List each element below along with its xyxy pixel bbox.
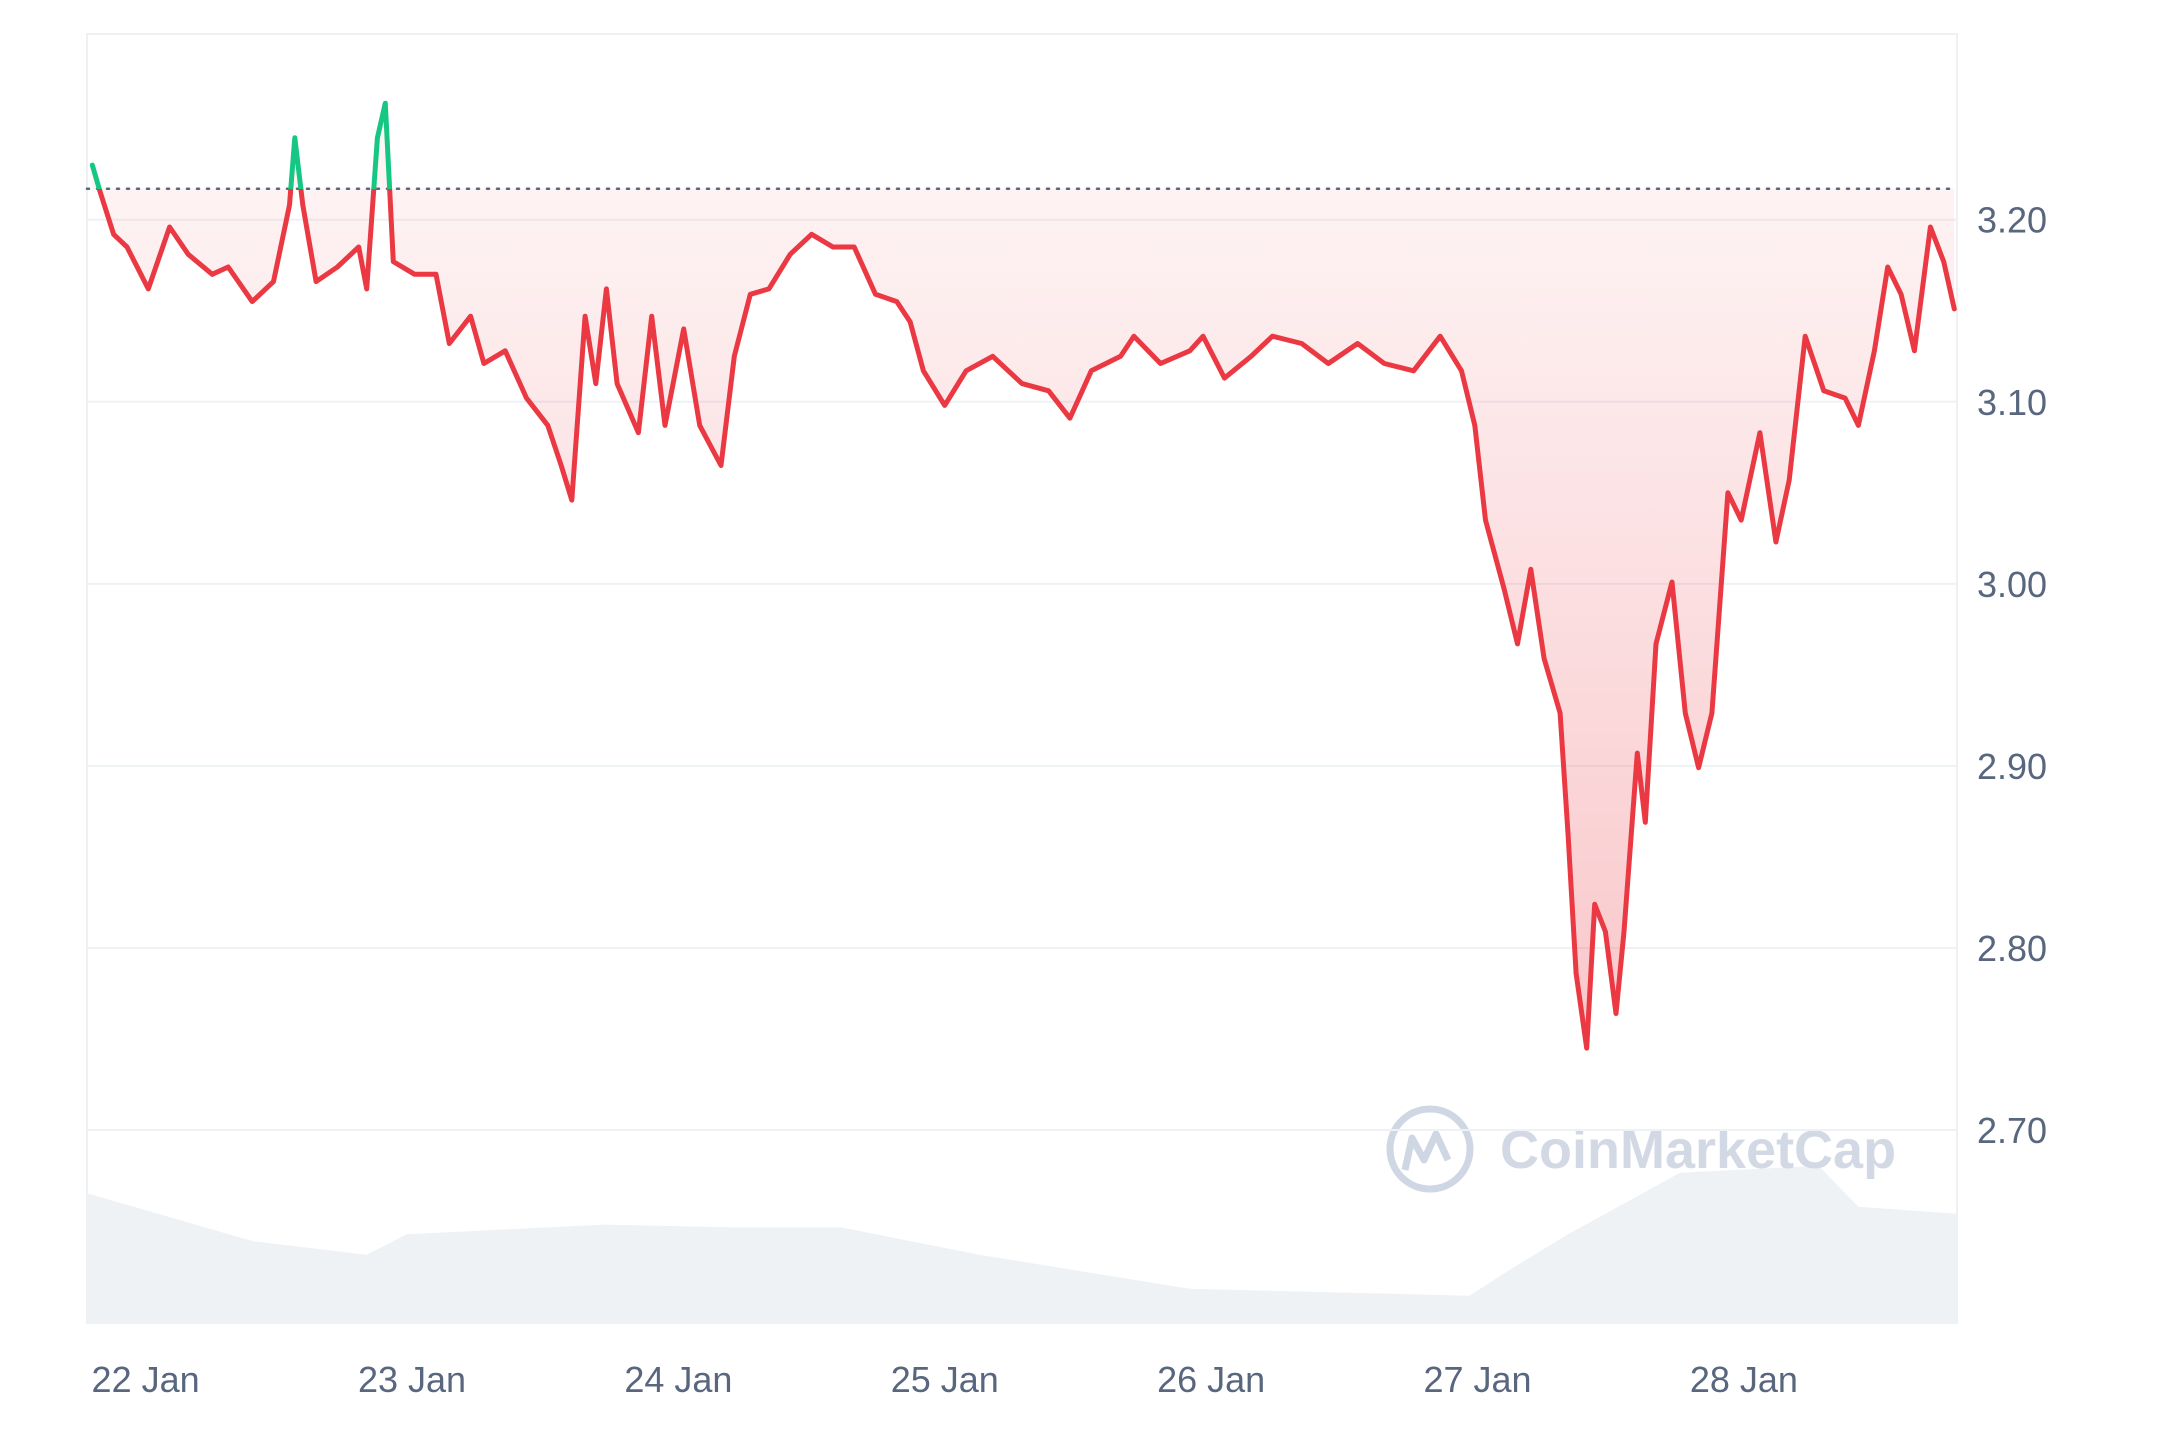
x-tick-label: 27 Jan [1423,1359,1531,1400]
x-tick-label: 26 Jan [1157,1359,1265,1400]
x-tick-label: 25 Jan [891,1359,999,1400]
x-tick-label: 23 Jan [358,1359,466,1400]
y-tick-label: 3.20 [1977,200,2047,241]
x-tick-label: 28 Jan [1690,1359,1798,1400]
y-tick-label: 2.70 [1977,1110,2047,1151]
watermark-logo [1386,1105,1474,1193]
price-line [89,100,1957,1051]
volume-area [87,1165,1957,1323]
y-tick-label: 2.80 [1977,928,2047,969]
y-tick-label: 2.90 [1977,746,2047,787]
x-tick-label: 24 Jan [624,1359,732,1400]
y-tick-label: 3.10 [1977,382,2047,423]
x-tick-label: 22 Jan [92,1359,200,1400]
y-tick-label: 3.00 [1977,564,2047,605]
watermark: CoinMarketCap [1500,1120,1896,1180]
price-area [92,103,1955,1049]
